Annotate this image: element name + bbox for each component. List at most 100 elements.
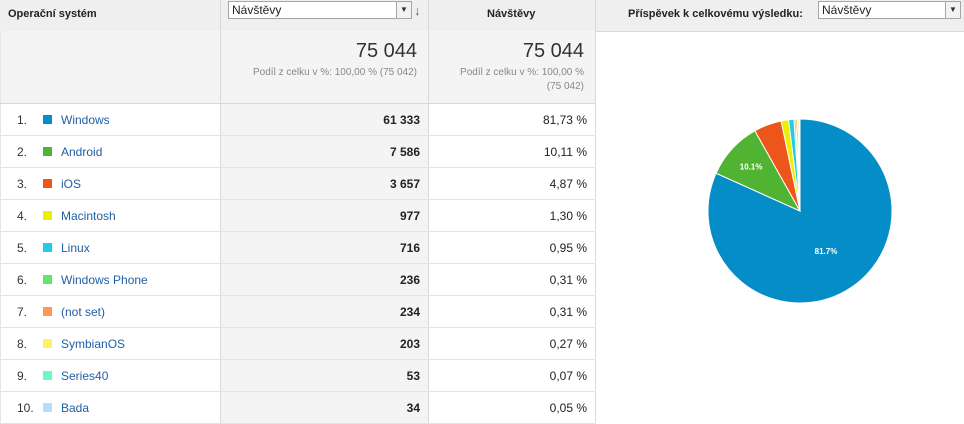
table-row: 10. Bada 34 0,05 % [0,392,596,424]
row-index: 4. [17,209,27,223]
percent-cell: 0,31 % [429,296,596,327]
row-index: 10. [17,401,34,415]
pie-data-label: 81.7% [815,247,838,256]
row-index: 6. [17,273,27,287]
contribution-label: Příspěvek k celkovému výsledku: [628,8,803,20]
visits-cell: 7 586 [221,136,429,167]
visits-cell: 53 [221,360,429,391]
visits-cell: 61 333 [221,104,429,135]
row-index: 8. [17,337,27,351]
dimension-cell: 9. Series40 [0,360,221,391]
table-row: 3. iOS 3 657 4,87 % [0,168,596,200]
totals-row: 75 044 Podíl z celku v %: 100,00 % (75 0… [0,31,596,104]
table-row: 8. SymbianOS 203 0,27 % [0,328,596,360]
metric-select-value: Návštěvy [232,3,281,17]
dimension-header-label[interactable]: Operační systém [8,8,97,20]
legend-swatch [43,211,52,220]
os-name-link[interactable]: (not set) [61,305,105,319]
os-name-link[interactable]: Bada [61,401,89,415]
visits-cell: 236 [221,264,429,295]
visits-percent: 0,31 % [550,305,587,319]
chevron-down-icon: ▼ [396,2,411,18]
totals-col3-cell: 75 044 Podíl z celku v %: 100,00 % (75 0… [429,31,596,103]
visits-value: 7 586 [390,145,420,159]
percent-cell: 81,73 % [429,104,596,135]
dimension-cell: 1.Windows [0,104,221,135]
percent-cell: 0,31 % [429,264,596,295]
row-index: 2. [17,145,27,159]
totals-dimension-cell [0,31,221,103]
os-name-link[interactable]: iOS [61,177,81,191]
visits-cell: 203 [221,328,429,359]
percent-cell: 0,95 % [429,232,596,263]
visits-percent: 0,31 % [550,273,587,287]
percent-cell: 1,30 % [429,200,596,231]
os-name-link[interactable]: SymbianOS [61,337,125,351]
pie-data-label: 10.1% [740,162,763,171]
visits-value: 234 [400,305,420,319]
visits-percent: 4,87 % [550,177,587,191]
os-name-link[interactable]: Android [61,145,102,159]
contribution-pie-chart: 81.7% 10.1% [700,112,900,312]
row-index: 3. [17,177,27,191]
chevron-down-icon: ▼ [945,2,960,18]
legend-swatch [43,275,52,284]
total-visits-share-2: Podíl z celku v %: 100,00 % (75 042) [444,66,584,94]
visits-cell: 977 [221,200,429,231]
visits-percent: 0,07 % [550,369,587,383]
legend-swatch [43,339,52,348]
total-visits-value: 75 044 [356,40,417,63]
visits-value: 53 [407,369,420,383]
dimension-cell: 3. iOS [0,168,221,199]
visits-cell: 716 [221,232,429,263]
totals-metric-cell: 75 044 Podíl z celku v %: 100,00 % (75 0… [221,31,429,103]
total-share-line2: (75 042) [547,81,584,92]
os-name-link[interactable]: Macintosh [61,209,116,223]
visits-value: 716 [400,241,420,255]
os-name-link[interactable]: Linux [61,241,90,255]
percent-cell: 10,11 % [429,136,596,167]
dimension-cell: 7.(not set) [0,296,221,327]
table-row: 2. Android 7 586 10,11 % [0,136,596,168]
os-name-link[interactable]: Windows [61,113,110,127]
header-metric-cell: Návštěvy ▼ ↓ [221,0,429,31]
row-index: 9. [17,369,27,383]
table-row: 6. Windows Phone 236 0,31 % [0,264,596,296]
header-dimension-cell: Operační systém [0,0,221,31]
total-visits-value-2: 75 044 [523,40,584,63]
visits-value: 34 [407,401,420,415]
legend-swatch [43,403,52,412]
visits-cell: 3 657 [221,168,429,199]
legend-swatch [43,307,52,316]
visits-value: 3 657 [390,177,420,191]
table-row: 7.(not set) 234 0,31 % [0,296,596,328]
col3-header-label[interactable]: Návštěvy [487,8,535,20]
legend-swatch [43,371,52,380]
total-share-line1: Podíl z celku v %: 100,00 % [460,67,584,78]
table-row: 9. Series40 53 0,07 % [0,360,596,392]
percent-cell: 0,27 % [429,328,596,359]
os-name-link[interactable]: Windows Phone [61,273,148,287]
table-header: Operační systém Návštěvy ▼ ↓ Návštěvy Př… [0,0,964,32]
visits-percent: 10,11 % [544,145,587,159]
visits-percent: 0,05 % [550,401,587,415]
percent-cell: 4,87 % [429,168,596,199]
visits-value: 236 [400,273,420,287]
header-col3-cell: Návštěvy [429,0,596,31]
visits-cell: 34 [221,392,429,423]
legend-swatch [43,179,52,188]
total-visits-share: Podíl z celku v %: 100,00 % (75 042) [253,66,417,80]
contribution-select[interactable]: Návštěvy ▼ [818,1,961,19]
visits-value: 203 [400,337,420,351]
legend-swatch [43,243,52,252]
dimension-cell: 4. Macintosh [0,200,221,231]
os-name-link[interactable]: Series40 [61,369,108,383]
header-contribution-cell: Příspěvek k celkovému výsledku: Návštěvy… [596,0,964,31]
metric-select[interactable]: Návštěvy ▼ [228,1,412,19]
contribution-select-value: Návštěvy [822,3,871,17]
visits-percent: 0,95 % [550,241,587,255]
dimension-cell: 5.Linux [0,232,221,263]
sort-descending-icon[interactable]: ↓ [414,3,421,18]
